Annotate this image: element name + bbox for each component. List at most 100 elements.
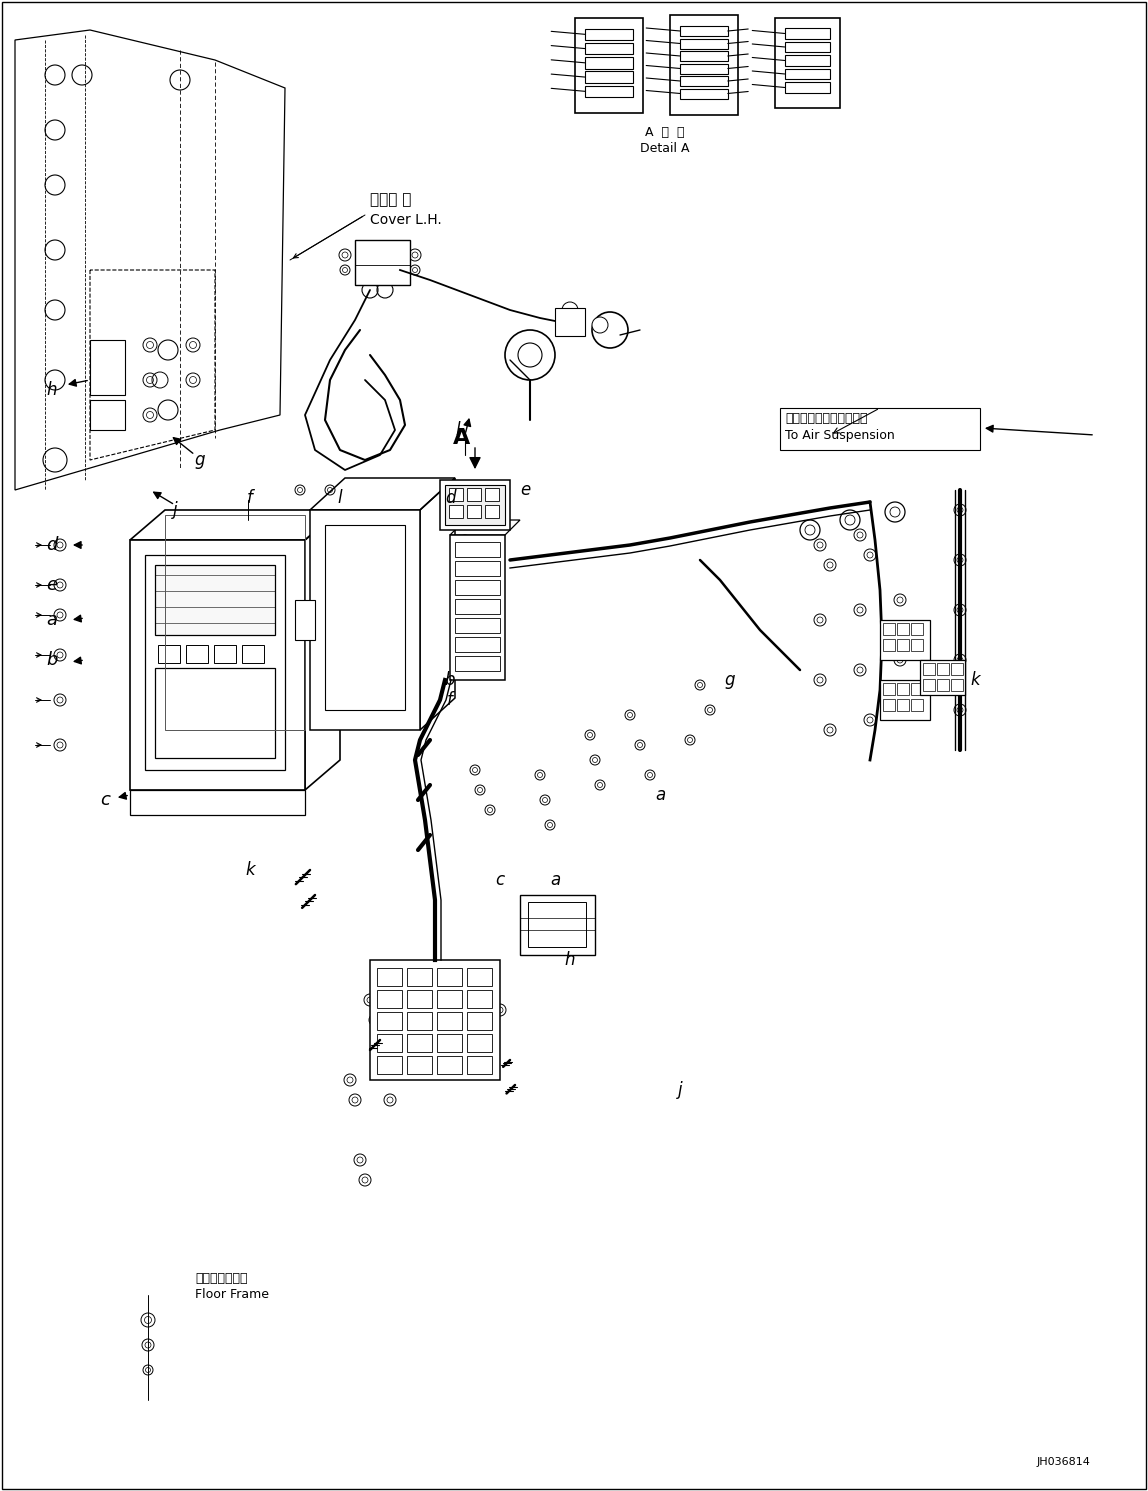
Bar	[437, 990, 461, 1008]
Bar	[377, 1033, 402, 1053]
Circle shape	[152, 371, 168, 388]
Bar	[455, 637, 501, 652]
Bar	[445, 485, 505, 525]
Text: フロアフレーム: フロアフレーム	[195, 1272, 248, 1285]
Bar	[467, 1056, 492, 1074]
Text: k: k	[246, 860, 255, 880]
Text: b: b	[444, 671, 456, 689]
Circle shape	[340, 681, 377, 719]
Text: h: h	[565, 951, 575, 969]
Bar	[130, 790, 305, 816]
Bar	[242, 646, 264, 663]
Bar	[165, 514, 305, 731]
Bar	[455, 543, 501, 558]
Bar	[775, 18, 840, 107]
Bar	[90, 400, 125, 429]
Bar	[155, 565, 276, 635]
Circle shape	[45, 119, 65, 140]
Bar	[881, 620, 930, 661]
Circle shape	[185, 731, 215, 760]
Bar	[158, 646, 180, 663]
Text: e: e	[520, 482, 530, 499]
Bar	[325, 525, 405, 710]
Circle shape	[183, 692, 218, 728]
Text: l: l	[338, 489, 342, 507]
Circle shape	[840, 510, 860, 529]
Text: c: c	[100, 792, 110, 810]
Bar	[785, 69, 830, 79]
Bar	[467, 990, 492, 1008]
Text: a: a	[550, 871, 560, 889]
Bar	[912, 623, 923, 635]
Bar	[912, 699, 923, 711]
Bar	[528, 902, 585, 947]
Text: a: a	[47, 611, 57, 629]
Bar	[897, 683, 909, 695]
Bar	[214, 646, 236, 663]
Bar	[883, 683, 895, 695]
Bar	[785, 55, 830, 66]
Bar	[681, 39, 728, 49]
Bar	[785, 82, 830, 92]
Bar	[883, 699, 895, 711]
Circle shape	[592, 318, 608, 332]
Bar	[155, 668, 276, 757]
Text: l: l	[456, 420, 460, 438]
Bar	[455, 561, 501, 576]
Text: カバー 左: カバー 左	[370, 192, 411, 207]
Bar	[310, 510, 420, 731]
Circle shape	[45, 66, 65, 85]
Bar	[437, 968, 461, 986]
Bar	[923, 663, 934, 675]
Bar	[897, 699, 909, 711]
Bar	[377, 1012, 402, 1030]
Text: A: A	[453, 428, 471, 447]
Bar	[295, 599, 315, 640]
Circle shape	[170, 70, 191, 89]
Bar	[585, 43, 633, 54]
Circle shape	[518, 343, 542, 367]
Bar	[437, 1012, 461, 1030]
Bar	[186, 646, 208, 663]
Bar	[585, 85, 633, 97]
Circle shape	[158, 340, 178, 359]
Text: e: e	[46, 576, 57, 593]
Bar	[377, 990, 402, 1008]
Bar	[883, 640, 895, 652]
Bar	[585, 57, 633, 69]
Text: d: d	[46, 535, 57, 555]
Text: g: g	[724, 671, 735, 689]
Bar	[951, 663, 963, 675]
Bar	[467, 488, 481, 501]
Bar	[779, 409, 980, 450]
Bar	[467, 1012, 492, 1030]
Text: j: j	[172, 501, 177, 519]
Bar	[897, 623, 909, 635]
Bar	[145, 555, 285, 769]
Text: Cover L.H.: Cover L.H.	[370, 213, 442, 227]
Text: d: d	[444, 489, 456, 507]
Bar	[408, 1033, 432, 1053]
Bar	[484, 505, 499, 517]
Bar	[785, 28, 830, 39]
Bar	[440, 480, 510, 529]
Bar	[377, 968, 402, 986]
Circle shape	[885, 502, 905, 522]
Text: Floor Frame: Floor Frame	[195, 1288, 269, 1302]
Bar	[90, 340, 125, 395]
Bar	[437, 1056, 461, 1074]
Bar	[681, 88, 728, 98]
Circle shape	[72, 66, 92, 85]
Bar	[785, 42, 830, 52]
Bar	[681, 64, 728, 73]
Text: b: b	[46, 652, 57, 669]
Bar	[585, 72, 633, 83]
Bar	[370, 960, 501, 1079]
Bar	[920, 661, 965, 695]
Circle shape	[45, 240, 65, 259]
Text: A  詳  細: A 詳 細	[645, 125, 684, 139]
Bar	[130, 540, 305, 790]
Bar	[455, 580, 501, 595]
Bar	[897, 640, 909, 652]
Bar	[951, 678, 963, 690]
